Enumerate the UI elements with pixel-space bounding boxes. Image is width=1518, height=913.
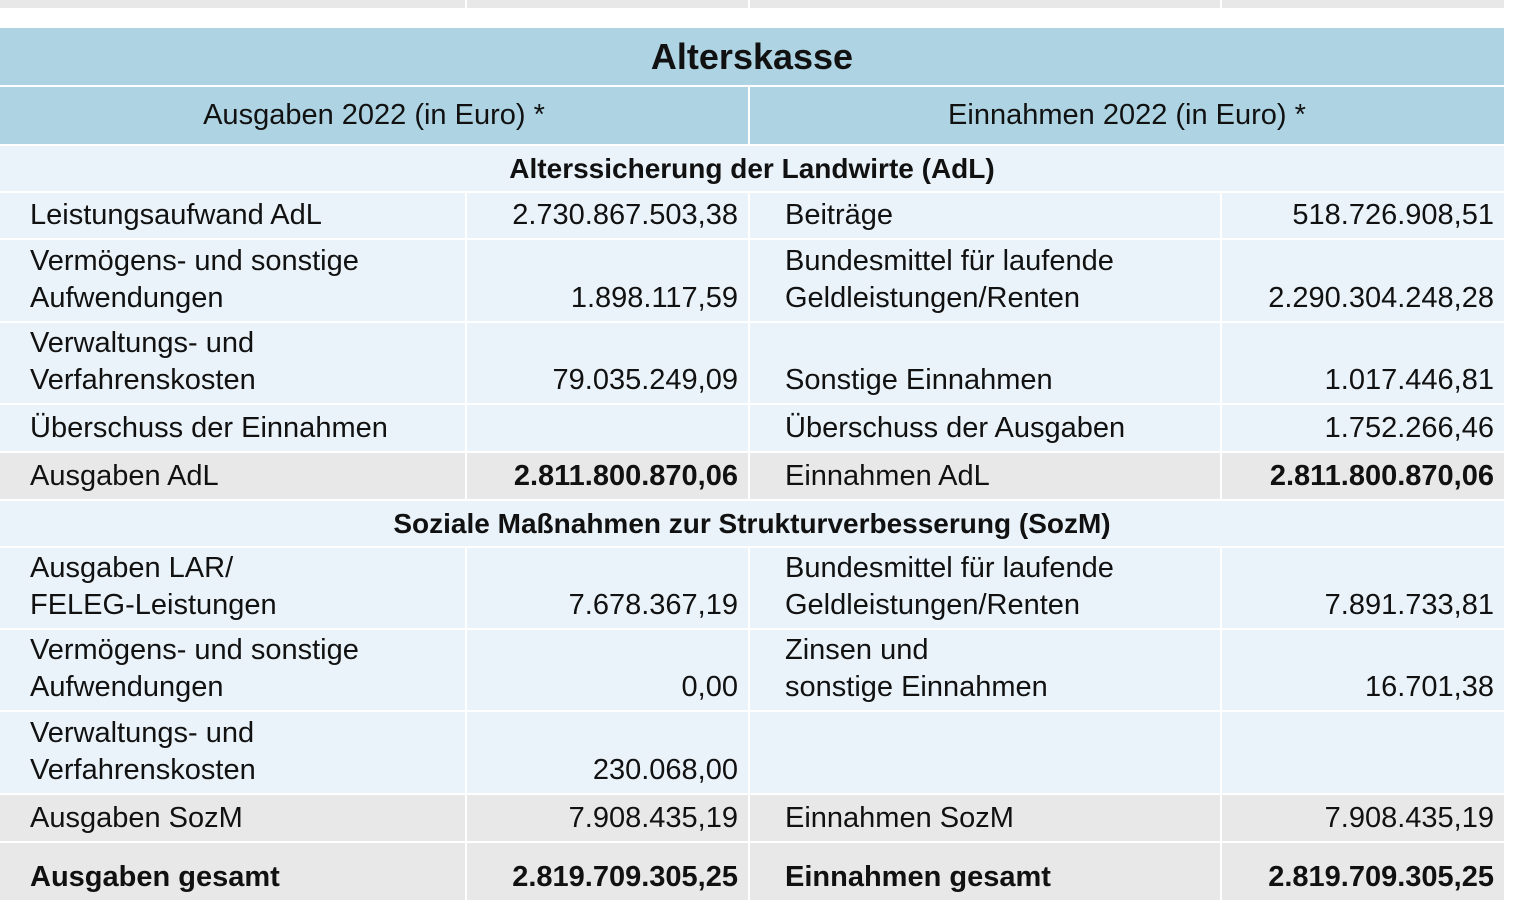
income-label: Zinsen und sonstige Einnahmen bbox=[750, 630, 1220, 710]
expense-value: 2.730.867.503,38 bbox=[467, 193, 748, 238]
income-label: Beiträge bbox=[750, 193, 1220, 238]
income-label: Bundesmittel für laufende Geldleistungen… bbox=[750, 240, 1220, 321]
income-label: Überschuss der Ausgaben bbox=[750, 405, 1220, 451]
income-value: 7.891.733,81 bbox=[1222, 548, 1504, 628]
alterskasse-table: Alterskasse Ausgaben 2022 (in Euro) * Ei… bbox=[0, 28, 1504, 900]
income-value: 2.819.709.305,25 bbox=[1222, 843, 1504, 900]
income-label: Einnahmen SozM bbox=[750, 795, 1220, 841]
income-value: 2.811.800.870,06 bbox=[1222, 453, 1504, 499]
expenses-header: Ausgaben 2022 (in Euro) * bbox=[0, 87, 748, 144]
expense-label: Vermögens- und sonstige Aufwendungen bbox=[0, 240, 465, 321]
income-value: 16.701,38 bbox=[1222, 630, 1504, 710]
income-value: 1.752.266,46 bbox=[1222, 405, 1504, 451]
expense-value: 79.035.249,09 bbox=[467, 323, 748, 403]
expense-value: 1.898.117,59 bbox=[467, 240, 748, 321]
expense-value: 2.811.800.870,06 bbox=[467, 453, 748, 499]
expense-label: Überschuss der Einnahmen bbox=[0, 405, 465, 451]
expense-label: Verwaltungs- und Verfahrenskosten bbox=[0, 712, 465, 793]
expense-value: 230.068,00 bbox=[467, 712, 748, 793]
income-value: 7.908.435,19 bbox=[1222, 795, 1504, 841]
income-header: Einnahmen 2022 (in Euro) * bbox=[750, 87, 1504, 144]
expense-value bbox=[467, 405, 748, 451]
expense-label: Ausgaben LAR/ FELEG-Leistungen bbox=[0, 548, 465, 628]
income-value bbox=[1222, 712, 1504, 793]
expense-label: Ausgaben gesamt bbox=[0, 843, 465, 900]
section-title: Soziale Maßnahmen zur Strukturverbesseru… bbox=[0, 501, 1504, 546]
income-label: Sonstige Einnahmen bbox=[750, 323, 1220, 403]
income-label: Einnahmen AdL bbox=[750, 453, 1220, 499]
income-label: Bundesmittel für laufende Geldleistungen… bbox=[750, 548, 1220, 628]
expense-label: Vermögens- und sonstige Aufwendungen bbox=[0, 630, 465, 710]
income-value: 518.726.908,51 bbox=[1222, 193, 1504, 238]
expense-value: 2.819.709.305,25 bbox=[467, 843, 748, 900]
expense-value: 7.678.367,19 bbox=[467, 548, 748, 628]
expense-label: Verwaltungs- und Verfahrenskosten bbox=[0, 323, 465, 403]
table-title: Alterskasse bbox=[0, 28, 1504, 85]
expense-label: Leistungsaufwand AdL bbox=[0, 193, 465, 238]
section-title: Alterssicherung der Landwirte (AdL) bbox=[0, 146, 1504, 191]
expense-label: Ausgaben SozM bbox=[0, 795, 465, 841]
income-label: Einnahmen gesamt bbox=[750, 843, 1220, 900]
expense-value: 0,00 bbox=[467, 630, 748, 710]
expense-label: Ausgaben AdL bbox=[0, 453, 465, 499]
expense-value: 7.908.435,19 bbox=[467, 795, 748, 841]
income-label bbox=[750, 712, 1220, 793]
previous-table-edge bbox=[0, 0, 1504, 8]
income-value: 1.017.446,81 bbox=[1222, 323, 1504, 403]
income-value: 2.290.304.248,28 bbox=[1222, 240, 1504, 321]
